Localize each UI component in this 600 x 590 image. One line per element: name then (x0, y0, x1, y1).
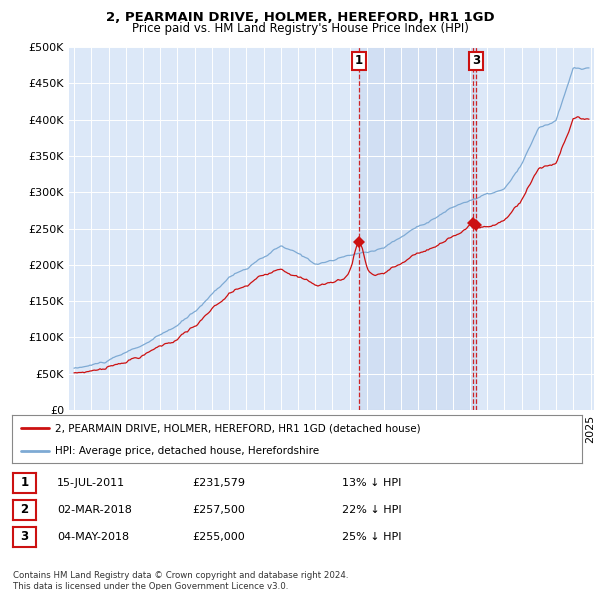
Text: 3: 3 (472, 54, 480, 67)
Text: 02-MAR-2018: 02-MAR-2018 (57, 505, 132, 514)
Text: 1: 1 (355, 54, 363, 67)
Text: 2, PEARMAIN DRIVE, HOLMER, HEREFORD, HR1 1GD (detached house): 2, PEARMAIN DRIVE, HOLMER, HEREFORD, HR1… (55, 423, 421, 433)
Text: 2, PEARMAIN DRIVE, HOLMER, HEREFORD, HR1 1GD: 2, PEARMAIN DRIVE, HOLMER, HEREFORD, HR1… (106, 11, 494, 24)
Text: £231,579: £231,579 (192, 478, 245, 487)
Text: Price paid vs. HM Land Registry's House Price Index (HPI): Price paid vs. HM Land Registry's House … (131, 22, 469, 35)
Text: 25% ↓ HPI: 25% ↓ HPI (342, 532, 401, 542)
Text: £255,000: £255,000 (192, 532, 245, 542)
Text: 22% ↓ HPI: 22% ↓ HPI (342, 505, 401, 514)
Text: This data is licensed under the Open Government Licence v3.0.: This data is licensed under the Open Gov… (13, 582, 289, 590)
Text: 15-JUL-2011: 15-JUL-2011 (57, 478, 125, 487)
Text: 2: 2 (20, 503, 29, 516)
Bar (359, 47, 476, 410)
Text: Contains HM Land Registry data © Crown copyright and database right 2024.: Contains HM Land Registry data © Crown c… (13, 571, 349, 579)
Text: 1: 1 (20, 476, 29, 489)
Text: 3: 3 (20, 530, 29, 543)
Text: £257,500: £257,500 (192, 505, 245, 514)
Text: HPI: Average price, detached house, Herefordshire: HPI: Average price, detached house, Here… (55, 446, 319, 456)
Text: 04-MAY-2018: 04-MAY-2018 (57, 532, 129, 542)
Text: 13% ↓ HPI: 13% ↓ HPI (342, 478, 401, 487)
